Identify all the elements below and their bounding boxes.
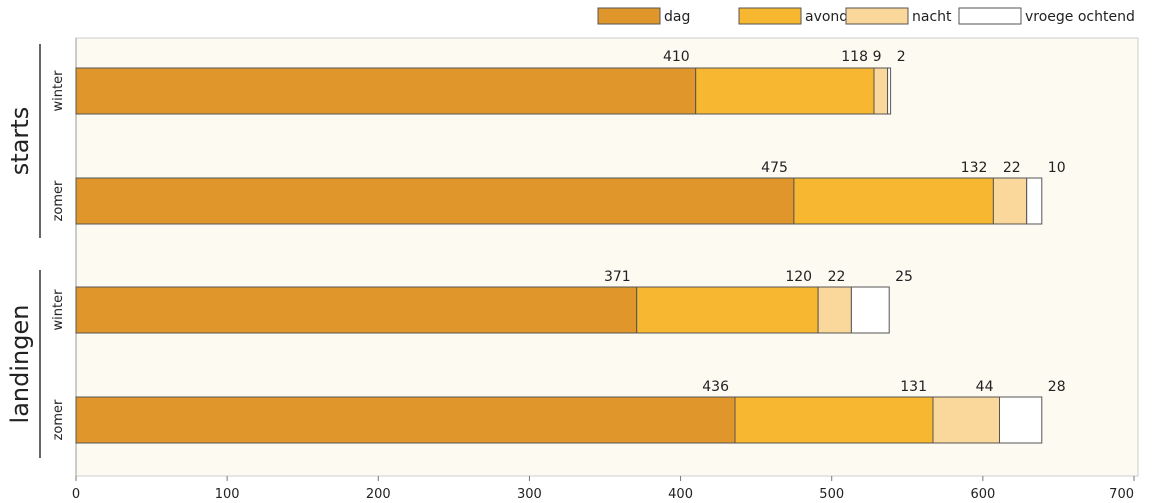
group-labels: winter zomer winter zomer starts landingen — [6, 44, 66, 458]
bar-starts-winter-vroege-ochtend — [887, 67, 892, 115]
legend-swatch-nacht — [845, 7, 909, 25]
legend-label-dag: dag — [664, 9, 690, 25]
bar-landingen-zomer-nacht — [932, 396, 1000, 444]
bar-landingen-zomer-vroege-ochtend — [999, 396, 1043, 444]
bar-starts-winter-nacht — [873, 67, 889, 115]
data-label-starts-zomer-avond: 132 — [961, 160, 988, 176]
data-label-landingen-zomer-avond: 131 — [900, 379, 927, 395]
data-label-landingen-winter-nacht: 22 — [828, 269, 846, 285]
x-tick-label-500: 500 — [819, 487, 844, 502]
bar-starts-winter-dag — [75, 67, 697, 115]
data-label-starts-zomer-dag: 475 — [761, 160, 788, 176]
bar-starts-zomer-vroege-ochtend — [1026, 177, 1043, 225]
group-label-landingen: landingen — [6, 305, 34, 424]
data-label-starts-winter-vroege-ochtend: 2 — [897, 49, 906, 65]
data-label-landingen-zomer-dag: 436 — [702, 379, 729, 395]
data-label-landingen-winter-vroege-ochtend: 25 — [895, 269, 913, 285]
bar-starts-zomer-dag — [75, 177, 795, 225]
data-label-starts-winter-nacht: 9 — [873, 49, 882, 65]
data-label-landingen-winter-avond: 120 — [785, 269, 812, 285]
bar-landingen-winter-vroege-ochtend — [850, 286, 890, 334]
legend-swatch-avond — [738, 7, 802, 25]
data-label-landingen-winter-dag: 371 — [604, 269, 631, 285]
legend: dag avond nacht vroege ochtend — [597, 7, 1135, 25]
bar-landingen-winter-avond — [636, 286, 819, 334]
data-label-starts-zomer-nacht: 22 — [1003, 160, 1021, 176]
bars — [75, 67, 1043, 444]
legend-label-avond: avond — [805, 9, 848, 25]
data-label-landingen-zomer-nacht: 44 — [976, 379, 994, 395]
x-tick-label-700: 700 — [1109, 487, 1134, 502]
data-label-landingen-zomer-vroege-ochtend: 28 — [1048, 379, 1066, 395]
x-tick-label-100: 100 — [215, 487, 240, 502]
data-label-starts-winter-avond: 118 — [841, 49, 868, 65]
bar-starts-zomer-avond — [793, 177, 994, 225]
bar-landingen-zomer-avond — [734, 396, 934, 444]
sub-label-starts-zomer: zomer — [51, 180, 66, 221]
x-tick-label-400: 400 — [668, 487, 693, 502]
x-tick-label-600: 600 — [970, 487, 995, 502]
legend-label-vroege-ochtend: vroege ochtend — [1025, 9, 1135, 25]
x-tick-label-200: 200 — [366, 487, 391, 502]
bar-starts-winter-avond — [695, 67, 875, 115]
legend-swatch-dag — [597, 7, 661, 25]
sub-label-landingen-zomer: zomer — [51, 399, 66, 440]
legend-label-nacht: nacht — [912, 9, 952, 25]
bar-landingen-winter-nacht — [817, 286, 852, 334]
bar-landingen-winter-dag — [75, 286, 638, 334]
sub-label-landingen-winter: winter — [51, 289, 66, 331]
sub-label-starts-winter: winter — [51, 70, 66, 112]
x-axis: 0 100 200 300 400 500 600 700 — [72, 476, 1135, 502]
bar-starts-zomer-nacht — [992, 177, 1028, 225]
group-label-starts: starts — [6, 107, 34, 175]
data-labels: 410 118 9 2 475 132 22 10 371 120 22 25 436 131 44 28 — [604, 49, 1066, 395]
bar-landingen-zomer-dag — [75, 396, 736, 444]
data-label-starts-zomer-vroege-ochtend: 10 — [1048, 160, 1066, 176]
legend-swatch-vroege-ochtend — [958, 7, 1022, 25]
x-tick-label-0: 0 — [72, 487, 80, 502]
x-tick-label-300: 300 — [517, 487, 542, 502]
data-label-starts-winter-dag: 410 — [663, 49, 690, 65]
